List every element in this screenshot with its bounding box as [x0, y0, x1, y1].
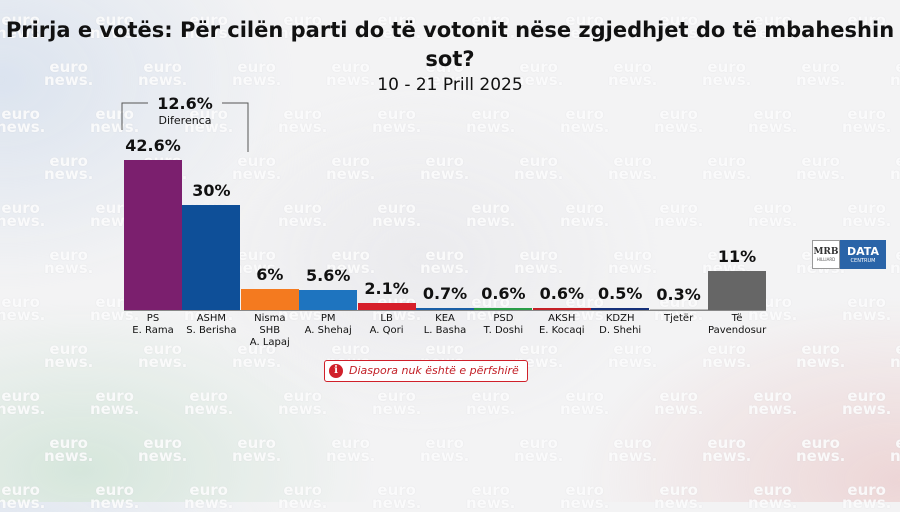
value-label: 42.6%: [125, 136, 181, 155]
value-label: 0.5%: [598, 284, 643, 303]
bar: [532, 308, 591, 310]
category-label-line: KEA: [435, 313, 455, 324]
category-label-line: E. Kocaqi: [538, 325, 585, 336]
logo-centrum: CENTRUM: [850, 257, 876, 264]
category-label: PSD T. Doshi: [474, 313, 532, 337]
category-label-line: S. Berisha: [186, 325, 237, 336]
category-label-line: T. Doshi: [483, 325, 524, 336]
bar: [474, 308, 533, 310]
bar: [708, 271, 766, 310]
category-label-line: L. Basha: [423, 325, 467, 336]
category-label-line: D. Shehi: [599, 325, 642, 336]
logo-data: DATA: [847, 244, 879, 258]
value-label: 5.6%: [306, 266, 351, 285]
chart-title: Prirja e votës: Për cilën parti do të vo…: [5, 18, 895, 71]
value-label: 30%: [192, 181, 231, 200]
category-label: Nisma SHB A. Lapaj: [241, 313, 299, 349]
category-label: Të Pavendosur: [708, 313, 766, 337]
category-label: AKSH E. Kocaqi: [533, 313, 591, 337]
category-label-line: SHB: [259, 325, 281, 336]
bar: [299, 290, 358, 310]
note-text: Diaspora nuk është e përfshirë: [349, 364, 519, 377]
value-label: 0.7%: [422, 284, 468, 303]
category-label: LB A. Qori: [358, 313, 416, 337]
value-label: 6%: [256, 265, 284, 284]
category-label-line: A. Shehaj: [304, 325, 352, 336]
value-label: 0.3%: [656, 285, 701, 304]
chart-baseline: [124, 310, 766, 311]
value-label: 11%: [717, 247, 757, 266]
category-label-line: Tjetër: [663, 313, 694, 324]
bar: [416, 308, 474, 310]
bar: [182, 205, 241, 310]
category-label: ASHM S. Berisha: [182, 313, 240, 337]
category-label-line: E. Rama: [132, 325, 174, 336]
category-label: KEA L. Basha: [416, 313, 474, 337]
category-label-line: LB: [380, 313, 393, 324]
logo-hilliard: HILLIARD: [816, 257, 836, 262]
info-icon: i: [329, 364, 343, 378]
category-label: PS E. Rama: [124, 313, 182, 337]
category-label-line: PSD: [493, 313, 514, 324]
value-label: 0.6%: [481, 284, 526, 303]
bar: [124, 160, 182, 310]
difference-label: Diferenca: [158, 114, 212, 127]
bar: [649, 309, 708, 310]
category-label: Tjetër: [650, 313, 708, 325]
value-label: 0.6%: [539, 284, 584, 303]
category-label-line: Nisma: [254, 313, 286, 324]
chart-subtitle: 10 - 21 Prill 2025: [377, 75, 523, 95]
category-label-line: A. Qori: [369, 325, 404, 336]
category-label-line: Të: [731, 313, 743, 324]
difference-value: 12.6%: [157, 94, 213, 113]
logo-mrb: MRB: [813, 247, 839, 257]
category-label: KDZH D. Shehi: [591, 313, 649, 337]
value-label: 2.1%: [364, 279, 409, 298]
category-label-line: AKSH: [548, 313, 576, 324]
bar: [357, 303, 416, 310]
category-label-line: PM: [320, 313, 336, 324]
category-label-line: ASHM: [196, 313, 227, 324]
category-label-line: A. Lapaj: [249, 337, 290, 348]
bar: [240, 289, 299, 310]
mrb-data-centrum-logo: MRB HILLIARD DATA CENTRUM: [812, 240, 886, 269]
diaspora-note: i Diaspora nuk është e përfshirë: [324, 360, 528, 382]
category-label-line: PS: [146, 313, 160, 324]
category-label-line: Pavendosur: [708, 325, 767, 336]
category-label-line: KDZH: [605, 313, 635, 324]
bar: [591, 308, 650, 310]
category-label: PM A. Shehaj: [299, 313, 357, 337]
